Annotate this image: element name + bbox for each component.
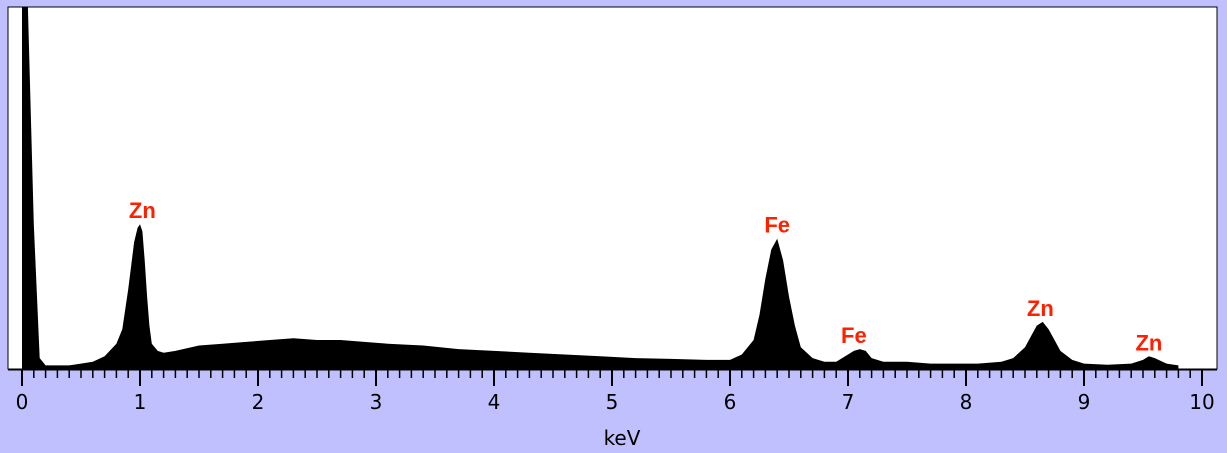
spectrum-layer <box>22 7 1179 369</box>
x-tick-label: 6 <box>724 390 737 414</box>
peak-labels: Zn Fe Fe Zn Zn <box>129 198 1162 355</box>
plot-area <box>7 6 1218 370</box>
x-tick-label: 1 <box>134 390 147 414</box>
x-tick-label: 7 <box>842 390 855 414</box>
peak-label-zn: Zn <box>1135 330 1162 355</box>
x-tick-label: 2 <box>252 390 265 414</box>
x-tick-label: 4 <box>488 390 501 414</box>
peak-label-fe: Fe <box>841 323 867 348</box>
x-axis: 0 1 2 3 4 5 6 7 8 9 10 <box>8 368 1217 414</box>
x-tick-label: 9 <box>1078 390 1091 414</box>
x-tick-label: 3 <box>370 390 383 414</box>
x-tick-label: 0 <box>16 390 29 414</box>
peak-label-zn: Zn <box>1027 296 1054 321</box>
peak-label-zn: Zn <box>129 198 156 223</box>
peak-label-fe: Fe <box>764 213 790 238</box>
x-axis-label: keV <box>604 426 641 450</box>
x-tick-label: 8 <box>960 390 973 414</box>
x-tick-label: 10 <box>1189 390 1214 414</box>
x-tick-label: 5 <box>606 390 619 414</box>
spectrum-series-0 <box>22 7 1179 369</box>
